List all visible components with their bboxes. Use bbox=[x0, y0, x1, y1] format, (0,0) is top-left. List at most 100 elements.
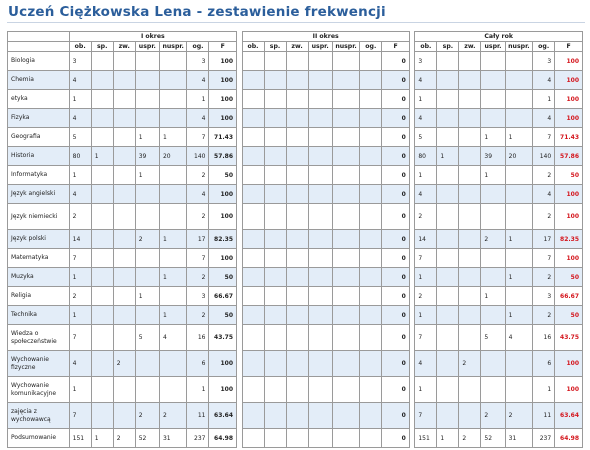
cell-nuspr bbox=[504, 248, 534, 268]
cell-ob: 4 bbox=[414, 70, 438, 90]
cell-nuspr bbox=[331, 89, 361, 109]
cell-f: 0 bbox=[381, 350, 410, 377]
cell-ob: 151 bbox=[68, 428, 92, 448]
cell-ob bbox=[241, 184, 265, 204]
cell-sp bbox=[263, 305, 287, 325]
column-header-f: F bbox=[208, 41, 238, 52]
cell-sp bbox=[90, 267, 114, 287]
subject-name: Informatyka bbox=[7, 165, 70, 185]
cell-og: 16 bbox=[186, 324, 210, 351]
column-header-ob: ob. bbox=[68, 41, 92, 52]
cell-f: 43.75 bbox=[554, 324, 583, 351]
cell-ob: 2 bbox=[68, 286, 92, 306]
column-header-uspr: uspr. bbox=[307, 41, 333, 52]
cell-ob: 2 bbox=[414, 286, 438, 306]
cell-sp bbox=[90, 376, 114, 403]
cell-zw bbox=[112, 305, 136, 325]
cell-og bbox=[359, 127, 383, 147]
cell-ob: 4 bbox=[68, 70, 92, 90]
cell-f: 50 bbox=[208, 165, 238, 185]
cell-og bbox=[359, 229, 383, 249]
cell-f: 0 bbox=[381, 184, 410, 204]
cell-sp bbox=[436, 51, 460, 71]
subject-name: Podsumowanie bbox=[7, 428, 70, 448]
cell-f: 100 bbox=[208, 248, 238, 268]
cell-nuspr bbox=[331, 428, 361, 448]
cell-ob: 1 bbox=[414, 165, 438, 185]
cell-sp bbox=[90, 324, 114, 351]
cell-og: 6 bbox=[186, 350, 210, 377]
cell-og: 7 bbox=[532, 248, 556, 268]
cell-sp bbox=[263, 286, 287, 306]
cell-nuspr: 1 bbox=[158, 305, 188, 325]
cell-f: 82.35 bbox=[554, 229, 583, 249]
cell-uspr bbox=[134, 51, 160, 71]
cell-nuspr: 4 bbox=[158, 324, 188, 351]
cell-f: 0 bbox=[381, 248, 410, 268]
cell-og bbox=[359, 376, 383, 403]
cell-ob bbox=[241, 286, 265, 306]
subject-name: Muzyka bbox=[7, 267, 70, 287]
cell-og: 7 bbox=[186, 127, 210, 147]
table-row: Język niemiecki 2 2 100 0 2 2 100 bbox=[7, 203, 583, 230]
cell-zw bbox=[285, 376, 309, 403]
subject-name: Wiedza o społeczeństwie bbox=[7, 324, 70, 351]
cell-f: 0 bbox=[381, 402, 410, 429]
cell-zw bbox=[112, 51, 136, 71]
cell-sp bbox=[436, 184, 460, 204]
cell-f: 0 bbox=[381, 305, 410, 325]
cell-ob: 1 bbox=[68, 376, 92, 403]
cell-uspr: 1 bbox=[134, 165, 160, 185]
cell-og: 237 bbox=[532, 428, 556, 448]
cell-sp bbox=[263, 402, 287, 429]
cell-uspr bbox=[307, 402, 333, 429]
cell-sp bbox=[436, 70, 460, 90]
cell-uspr bbox=[480, 89, 506, 109]
cell-ob bbox=[241, 70, 265, 90]
cell-og bbox=[359, 267, 383, 287]
cell-nuspr bbox=[504, 376, 534, 403]
cell-ob bbox=[241, 108, 265, 128]
cell-nuspr bbox=[158, 70, 188, 90]
cell-nuspr bbox=[331, 402, 361, 429]
cell-og: 1 bbox=[532, 89, 556, 109]
table-row: Wychowanie komunikacyjne 1 1 100 0 1 1 100 bbox=[7, 376, 583, 403]
cell-uspr bbox=[480, 70, 506, 90]
period-header-1: I okres bbox=[68, 31, 238, 42]
cell-ob bbox=[241, 376, 265, 403]
cell-f: 64.98 bbox=[554, 428, 583, 448]
cell-sp: 1 bbox=[436, 428, 460, 448]
cell-og: 4 bbox=[186, 108, 210, 128]
cell-nuspr: 2 bbox=[158, 402, 188, 429]
cell-nuspr bbox=[331, 127, 361, 147]
cell-nuspr: 1 bbox=[504, 305, 534, 325]
cell-zw bbox=[458, 203, 482, 230]
cell-og: 3 bbox=[532, 51, 556, 71]
cell-ob: 2 bbox=[414, 203, 438, 230]
cell-zw bbox=[285, 324, 309, 351]
cell-ob: 5 bbox=[68, 127, 92, 147]
cell-zw bbox=[458, 248, 482, 268]
cell-f: 100 bbox=[208, 184, 238, 204]
cell-og: 2 bbox=[532, 305, 556, 325]
cell-sp bbox=[436, 89, 460, 109]
cell-og: 11 bbox=[186, 402, 210, 429]
cell-f: 100 bbox=[554, 51, 583, 71]
cell-nuspr: 20 bbox=[158, 146, 188, 166]
cell-uspr bbox=[307, 203, 333, 230]
cell-zw bbox=[285, 286, 309, 306]
cell-sp bbox=[436, 203, 460, 230]
cell-zw bbox=[458, 376, 482, 403]
cell-og: 2 bbox=[532, 165, 556, 185]
cell-zw bbox=[458, 324, 482, 351]
cell-zw: 2 bbox=[112, 350, 136, 377]
cell-sp bbox=[436, 402, 460, 429]
cell-nuspr bbox=[504, 108, 534, 128]
cell-uspr bbox=[480, 51, 506, 71]
cell-zw bbox=[285, 70, 309, 90]
column-header-og: og. bbox=[532, 41, 556, 52]
cell-og bbox=[359, 286, 383, 306]
cell-ob: 4 bbox=[414, 350, 438, 377]
subject-name: Chemia bbox=[7, 70, 70, 90]
cell-og: 2 bbox=[186, 305, 210, 325]
